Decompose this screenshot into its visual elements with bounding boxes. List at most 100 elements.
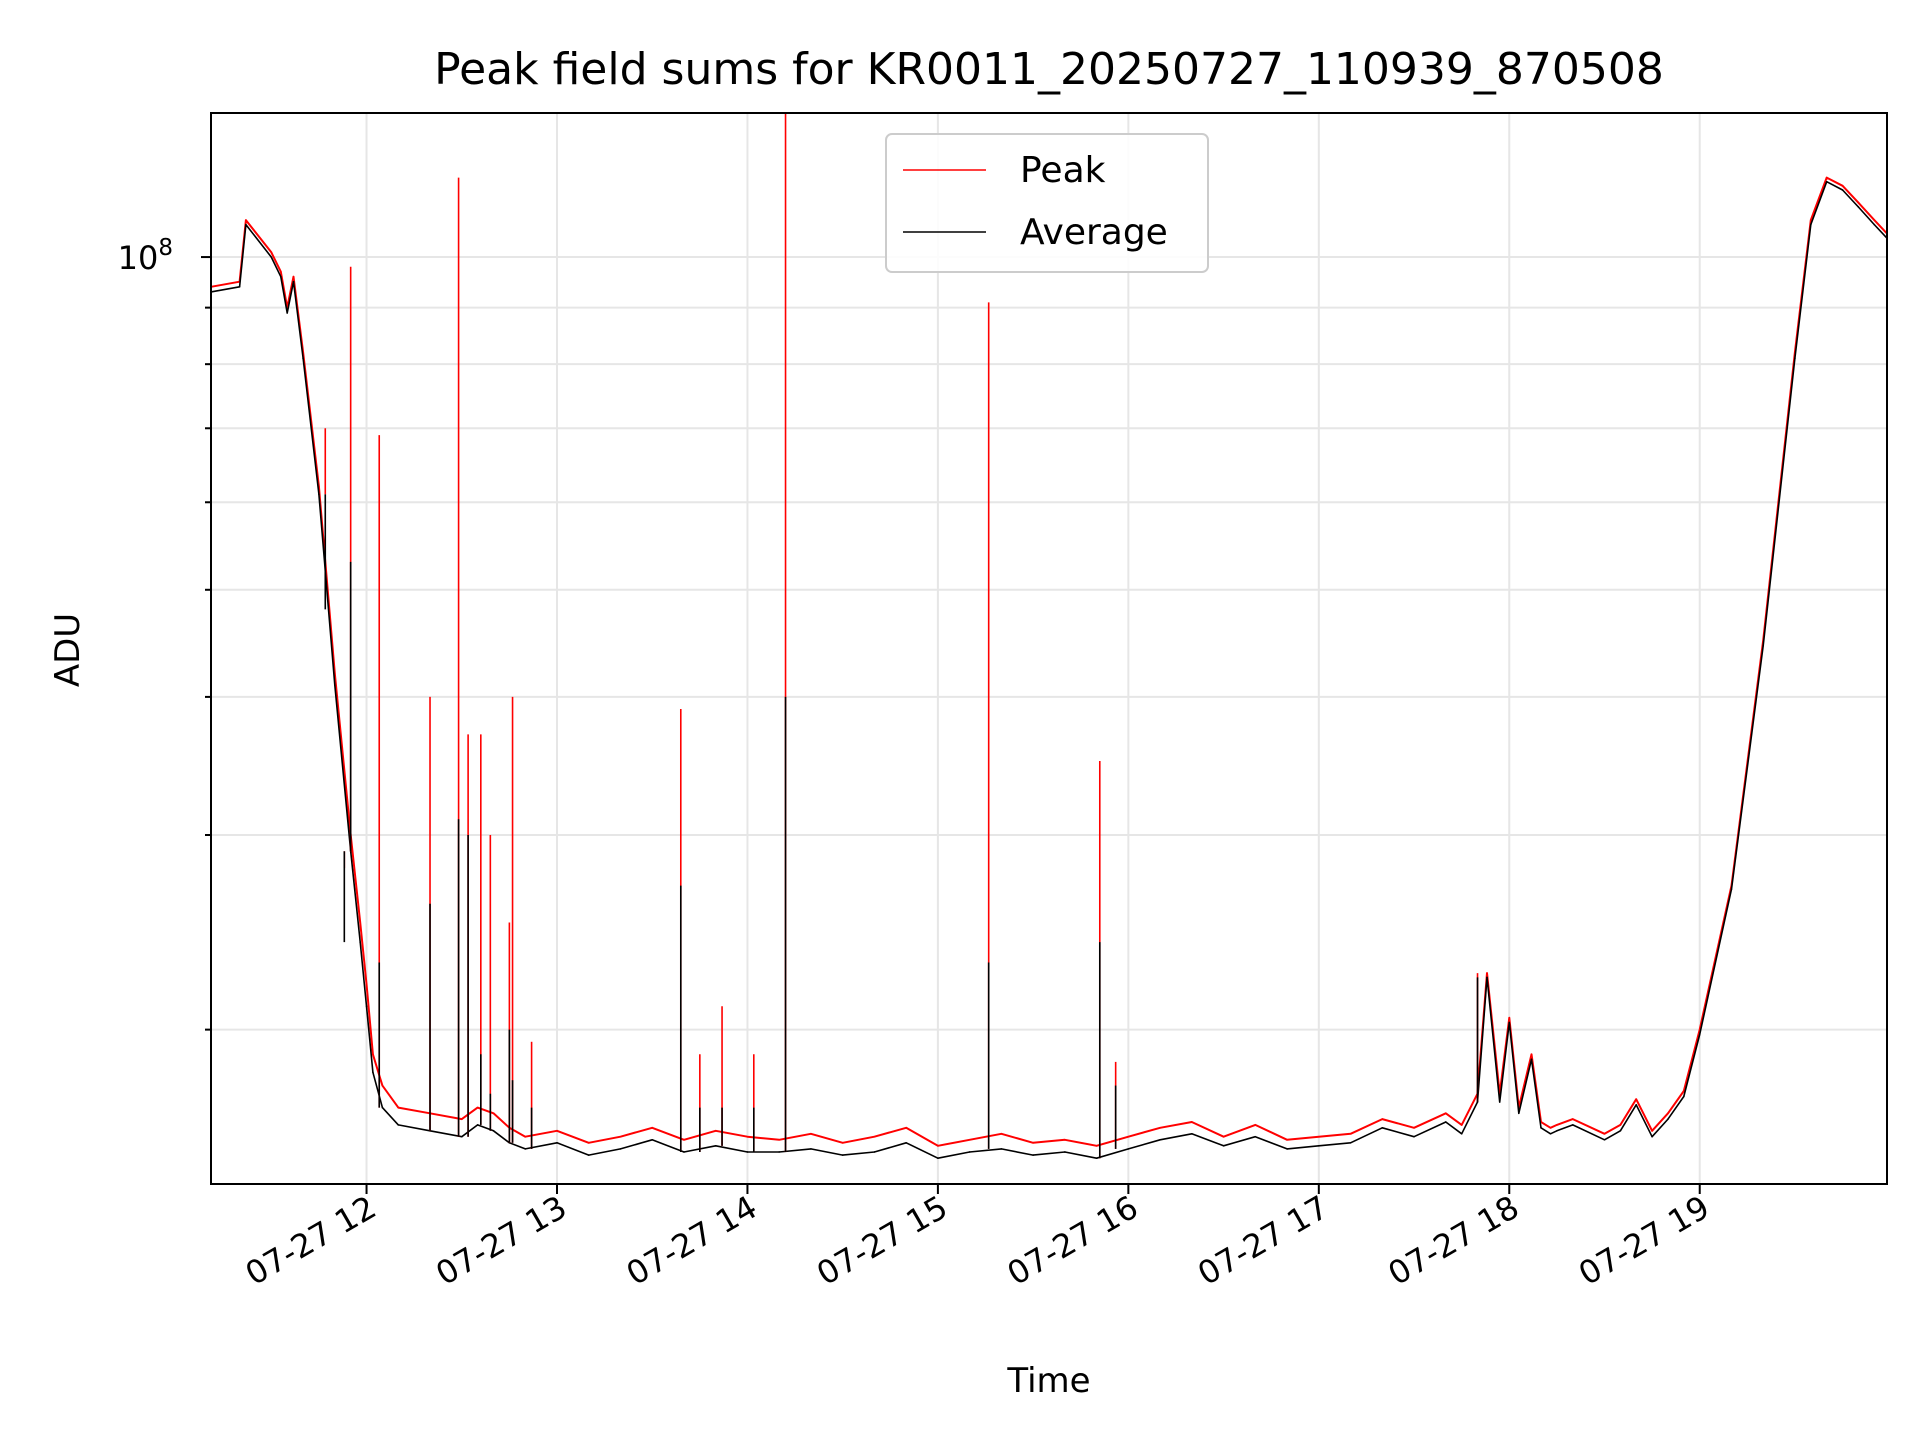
data-point-average xyxy=(1556,1129,1558,1132)
data-point-average xyxy=(1762,644,1765,647)
data-point-average xyxy=(524,1148,527,1150)
data-point-average xyxy=(381,1106,384,1109)
data-point-average xyxy=(1698,1033,1701,1036)
data-point-peak xyxy=(1508,1016,1511,1019)
data-point-average xyxy=(1127,1148,1130,1150)
y-axis-label: ADU xyxy=(48,613,88,687)
data-point-average xyxy=(746,1151,749,1153)
data-point-average xyxy=(1318,1145,1320,1147)
data-point-average xyxy=(1651,1135,1653,1138)
data-point-peak xyxy=(1286,1138,1288,1141)
data-point-peak xyxy=(587,1141,590,1144)
data-point-peak xyxy=(1349,1132,1352,1135)
data-point-peak xyxy=(1825,176,1828,179)
data-point-average xyxy=(365,1005,368,1008)
data-point-average xyxy=(1159,1138,1161,1141)
data-point-average xyxy=(1530,1058,1533,1061)
data-point-peak xyxy=(873,1135,876,1138)
data-point-average xyxy=(460,1135,463,1138)
data-point-peak xyxy=(476,1106,479,1109)
data-point-peak xyxy=(1159,1127,1161,1129)
data-point-average xyxy=(318,493,320,496)
data-point-average xyxy=(1508,1021,1511,1024)
data-point-average xyxy=(492,1129,495,1132)
data-point-peak xyxy=(968,1138,971,1141)
data-point-average xyxy=(1730,888,1733,890)
data-point-peak xyxy=(1127,1135,1130,1138)
data-point-average xyxy=(1667,1118,1669,1120)
data-point-peak xyxy=(1667,1112,1669,1115)
data-point-average xyxy=(238,285,241,288)
data-point-average xyxy=(810,1148,812,1150)
data-point-peak xyxy=(1413,1127,1415,1129)
y-axis: 108 xyxy=(118,235,211,1031)
data-point-peak xyxy=(1873,219,1876,221)
data-point-peak xyxy=(372,1053,374,1056)
data-point-peak xyxy=(683,1138,685,1141)
data-point-peak xyxy=(841,1141,844,1144)
data-point-average xyxy=(1873,223,1876,226)
data-point-average xyxy=(286,312,288,314)
legend-label-average: Average xyxy=(1020,212,1168,253)
data-point-average xyxy=(1549,1132,1552,1135)
data-point-average xyxy=(372,1071,374,1074)
data-point-average xyxy=(1841,189,1844,191)
data-point-average xyxy=(1444,1121,1447,1123)
data-point-average xyxy=(1000,1148,1003,1150)
data-point-average xyxy=(1095,1157,1098,1160)
data-point-peak xyxy=(1530,1053,1533,1056)
legend-label-peak: Peak xyxy=(1020,150,1106,191)
data-point-average xyxy=(556,1141,558,1144)
data-point-average xyxy=(1540,1127,1542,1129)
data-point-average xyxy=(714,1145,717,1147)
data-point-average xyxy=(245,223,247,226)
data-point-peak xyxy=(778,1138,780,1141)
data-point-average xyxy=(1857,206,1860,208)
data-point-average xyxy=(587,1154,590,1156)
data-point-average xyxy=(905,1141,907,1144)
chart-title: Peak field sums for KR0011_20250727_1109… xyxy=(434,44,1664,95)
data-point-peak xyxy=(1095,1145,1098,1147)
data-point-peak xyxy=(524,1135,527,1138)
data-point-peak xyxy=(245,219,247,221)
data-point-average xyxy=(651,1138,654,1141)
data-point-average xyxy=(1683,1095,1685,1098)
data-point-average xyxy=(397,1124,400,1126)
data-point-peak xyxy=(1318,1135,1320,1138)
data-point-average xyxy=(1498,1101,1501,1103)
data-point-peak xyxy=(397,1106,400,1109)
data-point-average xyxy=(619,1148,622,1150)
data-point-peak xyxy=(1254,1124,1257,1126)
data-point-peak xyxy=(1571,1118,1574,1120)
data-point-peak xyxy=(1635,1098,1638,1101)
legend-box xyxy=(885,133,1209,273)
data-point-average xyxy=(1381,1127,1384,1129)
data-point-peak xyxy=(292,275,295,278)
data-point-average xyxy=(1603,1138,1606,1141)
data-point-average xyxy=(841,1154,844,1156)
data-point-peak xyxy=(619,1135,622,1138)
data-point-average xyxy=(1825,180,1828,183)
plot-frame xyxy=(210,112,1888,1185)
data-point-average xyxy=(968,1151,971,1153)
data-point-peak xyxy=(1460,1124,1463,1126)
data-point-peak xyxy=(1841,185,1844,187)
data-point-peak xyxy=(492,1112,495,1115)
data-point-peak xyxy=(1444,1112,1447,1115)
data-point-average xyxy=(1517,1112,1520,1115)
data-point-peak xyxy=(1683,1090,1685,1092)
data-point-average xyxy=(683,1151,685,1153)
data-point-peak xyxy=(1191,1121,1193,1123)
data-point-average xyxy=(1794,357,1796,360)
data-point-peak xyxy=(1651,1129,1653,1132)
data-point-average xyxy=(1486,976,1488,979)
data-point-peak xyxy=(1603,1132,1606,1135)
data-point-peak xyxy=(460,1118,463,1120)
data-point-peak xyxy=(381,1084,384,1087)
data-point-average xyxy=(476,1124,479,1126)
data-point-average xyxy=(778,1151,780,1153)
data-point-peak xyxy=(1222,1135,1225,1138)
series-line-average xyxy=(210,180,1888,1159)
data-point-average xyxy=(1032,1154,1034,1156)
